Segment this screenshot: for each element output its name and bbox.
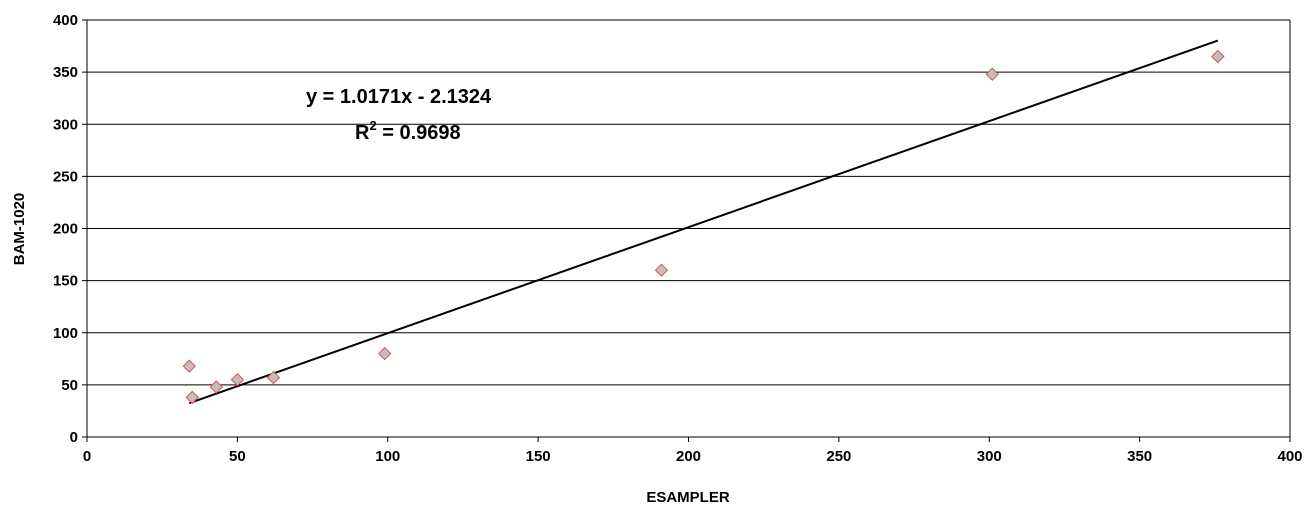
- data-point-3: [230, 372, 245, 387]
- x-tick-label-400: 400: [1277, 448, 1302, 465]
- y-tick-label-350: 350: [53, 64, 78, 81]
- y-tick-label-100: 100: [53, 325, 78, 342]
- gridlines: [87, 19, 1290, 386]
- x-tick-label-50: 50: [229, 448, 246, 465]
- tick-labels: 0 50 100 150 200 250 300 350 400 0 50 100 150 200 250 3…: [53, 12, 1303, 465]
- data-point-5: [378, 346, 392, 361]
- axes: [82, 19, 1291, 442]
- x-axis-title: ESAMPLER: [646, 489, 730, 506]
- x-tick-label-350: 350: [1127, 448, 1152, 465]
- y-tick-label-400: 400: [53, 12, 78, 29]
- data-point-6: [654, 263, 669, 277]
- data-points: [182, 49, 1225, 405]
- x-tick-label-100: 100: [375, 448, 400, 465]
- x-tick-label-0: 0: [83, 448, 91, 465]
- data-point-0: [182, 359, 196, 373]
- r2-superscript: 2: [369, 118, 376, 133]
- y-tick-label-200: 200: [53, 221, 78, 238]
- x-tick-label-300: 300: [977, 448, 1002, 465]
- r-squared-label: R2 = 0.9698: [355, 118, 461, 144]
- x-tick-label-250: 250: [826, 448, 851, 465]
- y-axis-title: BAM-1020: [11, 193, 28, 266]
- data-point-7: [985, 67, 999, 81]
- trendline-equation: y = 1.0171x - 2.1324: [306, 86, 492, 108]
- trendline-layer: [188, 39, 1219, 405]
- x-tick-label-200: 200: [676, 448, 701, 465]
- r2-base: R: [355, 122, 370, 144]
- data-point-2: [209, 380, 224, 394]
- y-tick-label-250: 250: [53, 168, 78, 185]
- trendline: [188, 39, 1219, 405]
- y-tick-label-150: 150: [53, 273, 78, 290]
- data-point-1: [185, 390, 199, 405]
- y-tick-label-300: 300: [53, 116, 78, 133]
- r2-value: = 0.9698: [377, 122, 461, 144]
- data-point-8: [1211, 49, 1225, 64]
- x-tick-label-150: 150: [526, 448, 551, 465]
- y-tick-label-50: 50: [61, 377, 78, 394]
- data-point-4: [266, 370, 281, 385]
- y-tick-label-0: 0: [70, 429, 78, 446]
